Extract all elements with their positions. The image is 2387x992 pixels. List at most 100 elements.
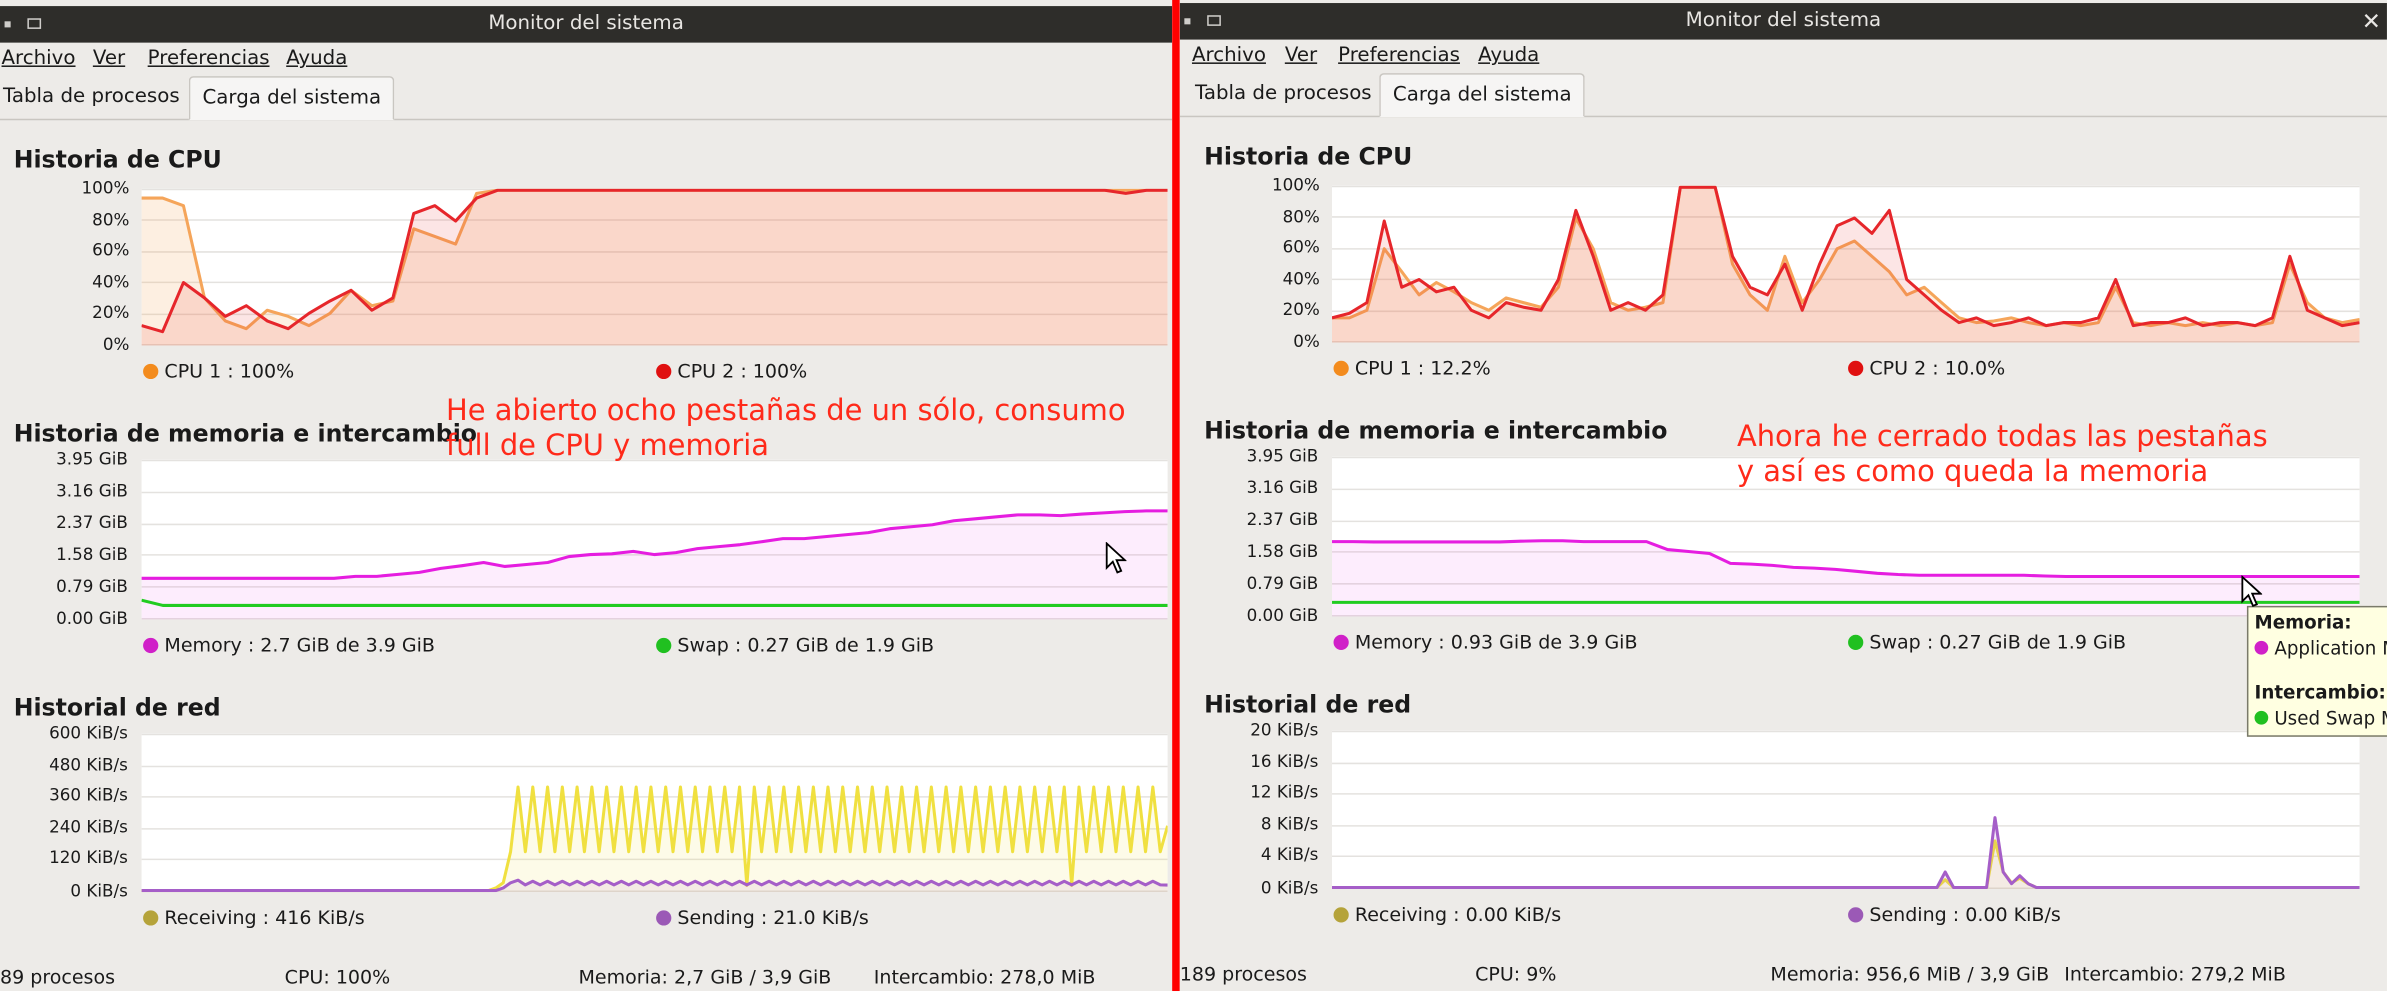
cpu-axis-label: 100%: [1271, 175, 1320, 195]
network-axis-label: 8 KiB/s: [1260, 814, 1319, 835]
window-title: Monitor del sistema: [1685, 9, 1882, 32]
title-bar[interactable]: Monitor del sistema ✕: [1179, 3, 2387, 40]
memory-history-title: Historia de memoria e intercambio: [13, 420, 478, 448]
receiving-color-dot[interactable]: [143, 910, 159, 926]
receiving-legend: Receiving : 416 KiB/s: [143, 906, 365, 929]
network-axis-label: 16 KiB/s: [1250, 752, 1319, 772]
menu-ayuda[interactable]: Ayuda: [286, 47, 348, 71]
memory-history-title: Historia de memoria e intercambio: [1204, 417, 1668, 445]
cpu-axis-label: 20%: [1282, 299, 1320, 320]
swap-legend: Swap : 0.27 GiB de 1.9 GiB: [1848, 630, 2126, 653]
status-swap: Intercambio: 279,2 MiB: [2064, 962, 2286, 985]
status-cpu: CPU: 100%: [284, 965, 391, 988]
maximize-icon[interactable]: [27, 18, 42, 29]
swap-legend: Swap : 0.27 GiB de 1.9 GiB: [656, 633, 934, 656]
memory-axis-label: 2.37 GiB: [1246, 509, 1319, 530]
memory-axis-label: 0.79 GiB: [56, 576, 128, 597]
network-axis-label: 480 KiB/s: [49, 755, 128, 775]
menu-preferencias[interactable]: Preferencias: [1338, 44, 1460, 67]
series-line-memory: [141, 509, 1168, 580]
status-cpu: CPU: 9%: [1475, 962, 1557, 985]
cpu2-legend: CPU 2 : 100%: [656, 359, 807, 382]
cpu1-color-dot[interactable]: [143, 363, 159, 380]
cpu-axis-label: 80%: [1282, 207, 1320, 227]
series-area-memory: [1332, 540, 2360, 617]
menu-ayuda[interactable]: Ayuda: [1478, 44, 1540, 67]
network-history-graph: [1332, 730, 2360, 890]
window-title: Monitor del sistema: [488, 12, 684, 36]
swap-color-dot[interactable]: [1848, 634, 1864, 651]
title-bar[interactable]: Monitor del sistema: [0, 6, 1173, 43]
status-memory: Memoria: 956,6 MiB / 3,9 GiB: [1770, 962, 2050, 985]
network-history-graph: [141, 733, 1168, 893]
series-line-cpu-1: [1332, 185, 2360, 328]
tooltip-swap-item: Used Swap M: [2254, 708, 2387, 729]
network-axis-label: 240 KiB/s: [49, 817, 128, 838]
tab-bar: Tabla de procesos Carga del sistema: [0, 76, 1173, 121]
memory-axis-label: 3.95 GiB: [56, 449, 128, 469]
memory-color-dot[interactable]: [143, 637, 159, 654]
receiving-color-dot[interactable]: [1333, 907, 1349, 923]
tab-tabla-de-procesos[interactable]: Tabla de procesos: [3, 85, 180, 109]
memory-axis-label: 0.00 GiB: [1246, 605, 1319, 626]
close-icon[interactable]: ✕: [2361, 7, 2381, 36]
menu-preferencias[interactable]: Preferencias: [147, 47, 270, 71]
red-divider: [1172, 0, 1180, 992]
cpu1-color-dot[interactable]: [1333, 360, 1349, 377]
series-area-receiving: [1332, 840, 2360, 890]
tab-tabla-de-procesos[interactable]: Tabla de procesos: [1195, 82, 1372, 106]
memory-axis-label: 1.58 GiB: [56, 544, 128, 565]
sending-color-dot[interactable]: [656, 910, 672, 926]
memory-axis-label: 1.58 GiB: [1246, 541, 1319, 562]
network-axis-label: 20 KiB/s: [1250, 720, 1319, 740]
sending-legend: Sending : 21.0 KiB/s: [656, 906, 869, 929]
cpu2-color-dot[interactable]: [656, 363, 672, 380]
cpu1-legend: CPU 1 : 12.2%: [1333, 356, 1491, 379]
memory-legend: Memory : 0.93 GiB de 3.9 GiB: [1333, 630, 1638, 653]
series-line-sending: [141, 878, 1168, 893]
status-memory: Memoria: 2,7 GiB / 3,9 GiB: [578, 965, 832, 988]
cpu-history-title: Historia de CPU: [13, 146, 222, 174]
series-area-memory: [141, 510, 1168, 620]
sending-color-dot[interactable]: [1848, 907, 1864, 923]
menu-ver[interactable]: Ver: [92, 47, 126, 71]
maximize-icon[interactable]: [1207, 15, 1221, 26]
network-axis-label: 0 KiB/s: [1260, 878, 1319, 899]
receiving-legend: Receiving : 0.00 KiB/s: [1333, 903, 1561, 926]
network-axis-label: 360 KiB/s: [49, 785, 128, 806]
network-axis-label: 600 KiB/s: [49, 723, 128, 743]
cpu2-color-dot[interactable]: [1848, 360, 1864, 377]
tab-carga-del-sistema[interactable]: Carga del sistema: [188, 76, 395, 121]
menu-ver[interactable]: Ver: [1284, 44, 1318, 67]
annotation-text: He abierto ocho pestañas de un sólo, con…: [446, 394, 1126, 463]
network-axis-label: 0 KiB/s: [70, 881, 128, 902]
network-axis-label: 4 KiB/s: [1260, 844, 1319, 865]
status-processes: 89 procesos: [0, 965, 116, 988]
menu-archivo[interactable]: Archivo: [1, 47, 76, 71]
series-line-cpu-2: [141, 188, 1168, 334]
cpu-axis-label: 40%: [1282, 269, 1320, 290]
annotation-text: Ahora he cerrado todas las pestañas y as…: [1736, 420, 2268, 489]
mouse-pointer-icon: [2241, 575, 2263, 608]
series-line-memory: [1332, 539, 2360, 579]
cpu-axis-label: 60%: [1282, 237, 1320, 258]
menu-archivo[interactable]: Archivo: [1191, 44, 1266, 67]
series-line-cpu-2: [1332, 185, 2360, 328]
swap-color-dot[interactable]: [656, 637, 672, 654]
tab-carga-del-sistema[interactable]: Carga del sistema: [1379, 73, 1586, 118]
window-menu-icon[interactable]: [4, 21, 11, 28]
series-area-cpu-1: [141, 190, 1168, 346]
tooltip-memory-heading: Memoria:: [2254, 611, 2352, 634]
series-line-receiving: [1332, 839, 2360, 890]
cpu-axis-label: 100%: [81, 178, 130, 198]
window-menu-icon[interactable]: [1184, 18, 1191, 25]
memory-history-graph: [1332, 456, 2360, 617]
memory-color-dot[interactable]: [1333, 634, 1349, 651]
cpu-axis-label: 40%: [92, 272, 130, 293]
series-area-sending: [1332, 817, 2360, 890]
series-area-sending: [141, 880, 1168, 893]
series-area-cpu-1: [1332, 187, 2360, 343]
cpu2-legend: CPU 2 : 10.0%: [1848, 356, 2005, 379]
memory-tooltip: Memoria: Application M Intercambio: Used…: [2246, 605, 2387, 737]
cpu-axis-label: 60%: [92, 240, 130, 261]
